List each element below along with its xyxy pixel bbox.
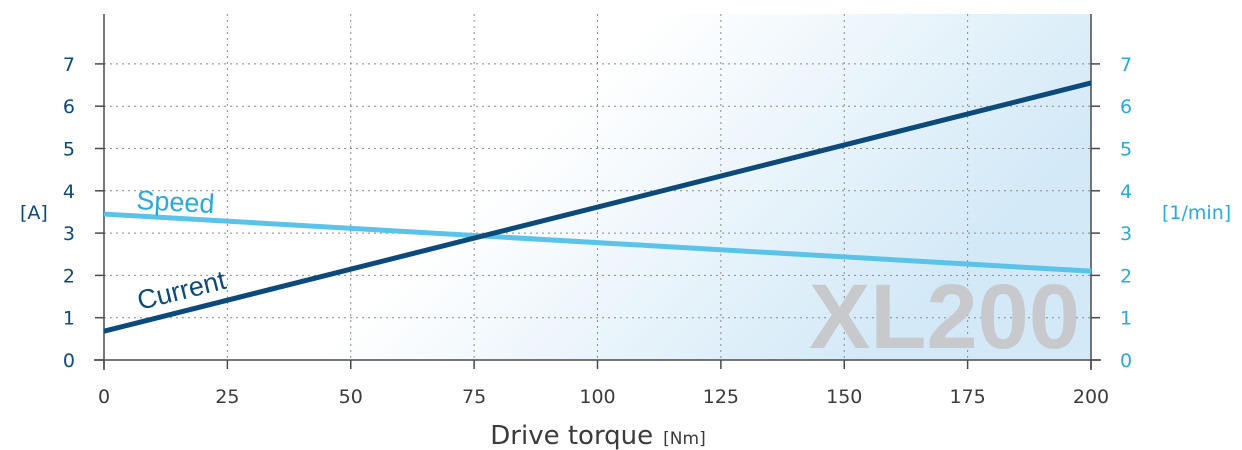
- left-tick-label-2: 2: [63, 265, 75, 287]
- left-tick-label-4: 4: [63, 181, 75, 203]
- right-axis-unit: [1/min]: [1162, 202, 1231, 224]
- x-tick-label-50: 50: [339, 386, 363, 408]
- x-tick-label-75: 75: [462, 386, 486, 408]
- left-tick-label-1: 1: [63, 308, 75, 330]
- x-tick-label-200: 200: [1073, 386, 1109, 408]
- watermark-xl200: XL200: [809, 266, 1080, 368]
- left-tick-label-7: 7: [63, 54, 75, 76]
- x-axis-label: Drive torque [Nm]: [490, 421, 705, 450]
- x-tick-label-175: 175: [949, 386, 985, 408]
- left-tick-label-3: 3: [63, 223, 75, 245]
- left-tick-label-6: 6: [63, 96, 75, 118]
- x-axis-label-main: Drive torque: [490, 421, 653, 450]
- series-lines: [103, 80, 1092, 334]
- right-tick-label-5: 5: [1120, 139, 1132, 161]
- right-tick-label-7: 7: [1120, 54, 1132, 76]
- series-line-speed: [103, 211, 1092, 274]
- right-tick-label-3: 3: [1120, 223, 1132, 245]
- x-tick-label-150: 150: [826, 386, 862, 408]
- grid-lines: [104, 14, 1091, 360]
- series-label-speed: Speed: [136, 185, 216, 219]
- left-tick-label-0: 0: [63, 350, 75, 372]
- axes: [94, 14, 1101, 370]
- x-tick-label-125: 125: [703, 386, 739, 408]
- right-tick-label-0: 0: [1120, 350, 1132, 372]
- right-tick-label-1: 1: [1120, 308, 1132, 330]
- x-tick-label-0: 0: [98, 386, 110, 408]
- right-tick-label-4: 4: [1120, 181, 1132, 203]
- left-axis-unit: [A]: [20, 202, 48, 224]
- x-tick-label-25: 25: [215, 386, 239, 408]
- x-tick-label-100: 100: [579, 386, 615, 408]
- series-line-current: [103, 80, 1092, 334]
- right-tick-label-6: 6: [1120, 96, 1132, 118]
- x-axis-label-unit: [Nm]: [663, 429, 706, 449]
- right-tick-label-2: 2: [1120, 265, 1132, 287]
- left-tick-label-5: 5: [63, 139, 75, 161]
- tick-labels: 0 1 2 3 4 5 6 7 0 1 2 3 4 5 6 7 0 25 50 75 100 125 150 175 200: [63, 54, 1132, 408]
